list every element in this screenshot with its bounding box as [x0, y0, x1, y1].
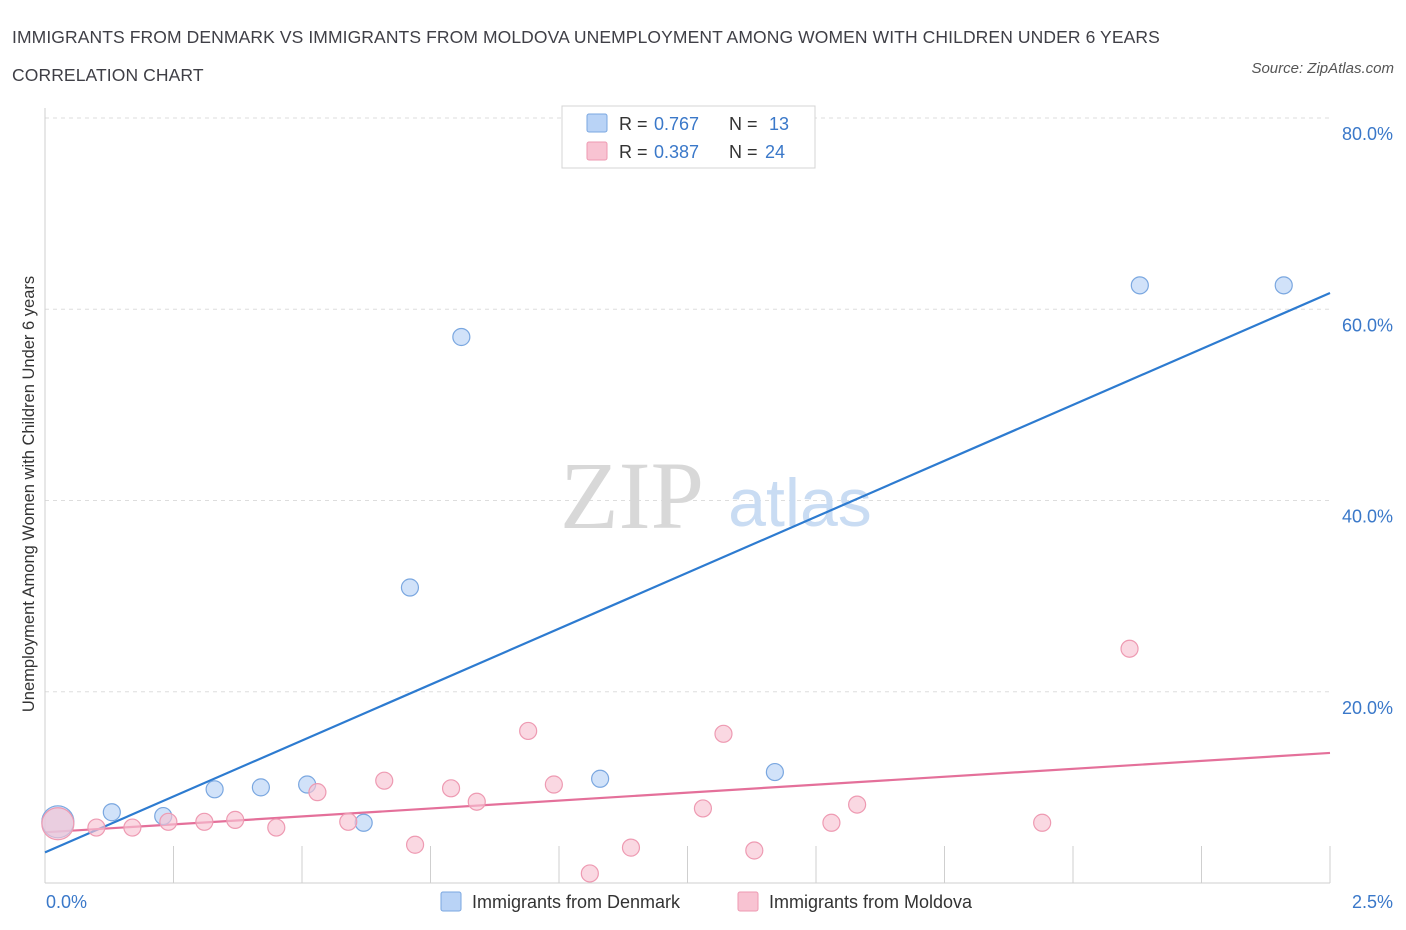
stats-legend-n-label-2: N =	[729, 142, 758, 162]
chart-title: IMMIGRANTS FROM DENMARK VS IMMIGRANTS FR…	[12, 27, 1160, 85]
moldova-point-11	[441, 779, 461, 798]
legend-moldova-label: Immigrants from Moldova	[769, 892, 973, 912]
y-tick-label-2: 60.0%	[1342, 315, 1393, 335]
legend-denmark-swatch	[440, 891, 462, 912]
denmark-point-4	[251, 778, 270, 797]
moldova-point-13	[519, 721, 538, 741]
y-tick-label-1: 40.0%	[1342, 507, 1393, 527]
stats-legend-n-value-1: 13	[769, 114, 789, 134]
y-axis-label: Unemployment Among Women with Children U…	[20, 276, 38, 712]
x-tick-label-min: 0.0%	[46, 892, 87, 912]
moldova-point-1	[87, 818, 106, 837]
x-tick-labels: 0.0% 2.5%	[46, 892, 1393, 912]
moldova-point-23	[1120, 639, 1139, 658]
y-tick-label-0: 20.0%	[1342, 698, 1393, 718]
stats-legend-n-value-2: 24	[765, 142, 785, 162]
stats-legend-denmark-swatch	[586, 113, 608, 133]
denmark-point-12	[1274, 276, 1293, 295]
moldova-point-22	[1033, 813, 1052, 832]
moldova-point-12	[467, 792, 486, 811]
axes	[44, 108, 1331, 884]
moldova-point-9	[375, 771, 394, 790]
moldova-point-14	[544, 775, 563, 794]
moldova-point-3	[159, 812, 178, 831]
watermark: ZIP atlas	[560, 442, 872, 549]
legend-denmark-label: Immigrants from Denmark	[472, 892, 681, 912]
moldova-point-21	[848, 795, 867, 814]
denmark-point-11	[1130, 276, 1149, 295]
moldova-point-10	[405, 835, 425, 854]
moldova-point-7	[308, 783, 327, 802]
series-legend: Immigrants from Denmark Immigrants from …	[440, 891, 973, 912]
denmark-point-9	[591, 769, 610, 788]
stats-legend-r-label-2: R =	[619, 142, 648, 162]
denmark-point-7	[400, 578, 420, 597]
moldova-point-19	[745, 841, 764, 860]
stats-legend-n-label-1: N =	[729, 114, 758, 134]
x-tick-label-max: 2.5%	[1352, 892, 1393, 912]
denmark-point-8	[452, 327, 471, 347]
moldova-point-16	[621, 838, 641, 857]
moldova-point-8	[339, 812, 358, 831]
moldova-point-18	[714, 724, 733, 743]
moldova-point-4	[195, 812, 214, 831]
stats-legend: R = 0.767 N = 13 R = 0.387 N = 24	[561, 105, 816, 169]
moldova-point-20	[822, 813, 841, 832]
y-tick-label-3: 80.0%	[1342, 124, 1393, 144]
source-label: Source: ZipAtlas.com	[1251, 60, 1394, 77]
stats-legend-r-value-1: 0.767	[654, 114, 699, 134]
denmark-trend-line	[44, 291, 1331, 854]
moldova-point-5	[226, 810, 245, 829]
denmark-point-3	[205, 780, 224, 799]
denmark-point-10	[765, 762, 784, 782]
legend-moldova-swatch	[737, 891, 759, 912]
moldova-point-6	[267, 818, 286, 837]
denmark-point-1	[102, 803, 121, 822]
moldova-point-0	[41, 807, 75, 841]
stats-legend-r-label-1: R =	[619, 114, 648, 134]
grid-lines	[45, 117, 1330, 693]
moldova-point-15	[580, 864, 599, 883]
denmark-point-6	[354, 813, 373, 832]
moldova-point-2	[123, 818, 142, 837]
y-tick-labels: 20.0% 40.0% 60.0% 80.0%	[1342, 124, 1393, 718]
stats-legend-moldova-swatch	[586, 141, 608, 161]
stats-legend-r-value-2: 0.387	[654, 142, 699, 162]
trend-lines	[44, 291, 1331, 854]
data-points	[41, 276, 1293, 883]
moldova-trend-line	[44, 751, 1331, 834]
moldova-point-17	[693, 799, 713, 818]
watermark-zip: ZIP	[560, 442, 704, 549]
